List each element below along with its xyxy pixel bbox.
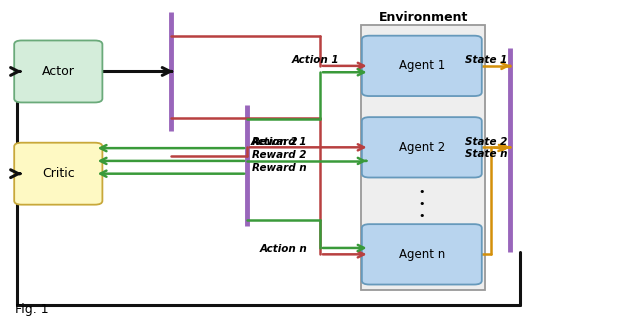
FancyBboxPatch shape: [362, 224, 482, 284]
FancyBboxPatch shape: [362, 36, 482, 96]
FancyBboxPatch shape: [362, 117, 482, 177]
Text: Agent 2: Agent 2: [399, 141, 445, 154]
Text: State n: State n: [465, 150, 507, 159]
Text: Agent 1: Agent 1: [399, 59, 445, 72]
Text: State 1: State 1: [465, 55, 507, 65]
Text: •
•
•: • • •: [419, 188, 425, 221]
Text: Reward 2: Reward 2: [252, 150, 307, 160]
Text: Reward n: Reward n: [252, 163, 307, 173]
Text: Fig. 1: Fig. 1: [15, 303, 49, 316]
Text: Agent n: Agent n: [399, 248, 445, 261]
Text: Reward 1: Reward 1: [252, 137, 307, 147]
Text: Action 2: Action 2: [250, 136, 298, 147]
Text: Action 1: Action 1: [291, 55, 339, 65]
Text: Actor: Actor: [42, 65, 75, 78]
Text: Critic: Critic: [42, 167, 75, 180]
FancyBboxPatch shape: [361, 25, 485, 290]
Text: State 2: State 2: [465, 136, 507, 147]
Text: Action n: Action n: [260, 244, 307, 254]
Text: Environment: Environment: [378, 11, 468, 24]
FancyBboxPatch shape: [14, 41, 102, 102]
FancyBboxPatch shape: [14, 143, 102, 205]
